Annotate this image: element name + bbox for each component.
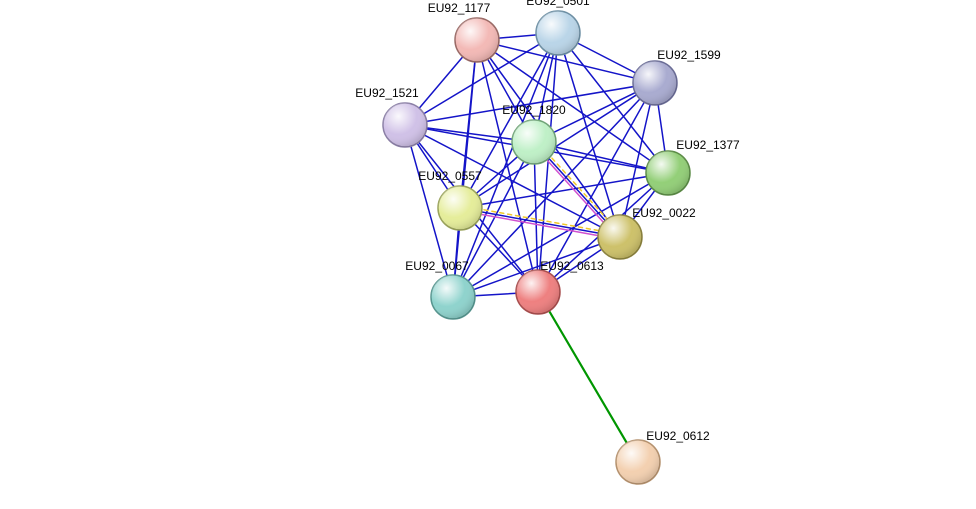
node-label: EU92_0557 bbox=[418, 169, 482, 183]
node[interactable] bbox=[512, 120, 556, 164]
node-label: EU92_0613 bbox=[540, 259, 604, 273]
node-label: EU92_1521 bbox=[355, 86, 419, 100]
node-label: EU92_1177 bbox=[428, 1, 491, 15]
node-label: EU92_1377 bbox=[676, 138, 740, 152]
node[interactable] bbox=[633, 61, 677, 105]
node[interactable] bbox=[438, 186, 482, 230]
network-graph: EU92_1177 EU92_0501 EU92_1599 EU92_1521 EU92… bbox=[0, 0, 976, 509]
node[interactable] bbox=[616, 440, 660, 484]
node[interactable] bbox=[383, 103, 427, 147]
edge bbox=[538, 292, 638, 462]
node[interactable] bbox=[516, 270, 560, 314]
node-label: EU92_0501 bbox=[526, 0, 590, 8]
node[interactable] bbox=[431, 275, 475, 319]
node-label: EU92_0022 bbox=[632, 206, 696, 220]
node[interactable] bbox=[646, 151, 690, 195]
node-label: EU92_1599 bbox=[657, 48, 721, 62]
node-label: EU92_0612 bbox=[646, 429, 710, 443]
edge bbox=[460, 83, 655, 208]
node[interactable] bbox=[455, 18, 499, 62]
node[interactable] bbox=[536, 11, 580, 55]
node-label: EU92_1820 bbox=[502, 103, 566, 117]
node-label: EU92_0067 bbox=[405, 259, 469, 273]
edge bbox=[460, 208, 620, 237]
node[interactable] bbox=[598, 215, 642, 259]
